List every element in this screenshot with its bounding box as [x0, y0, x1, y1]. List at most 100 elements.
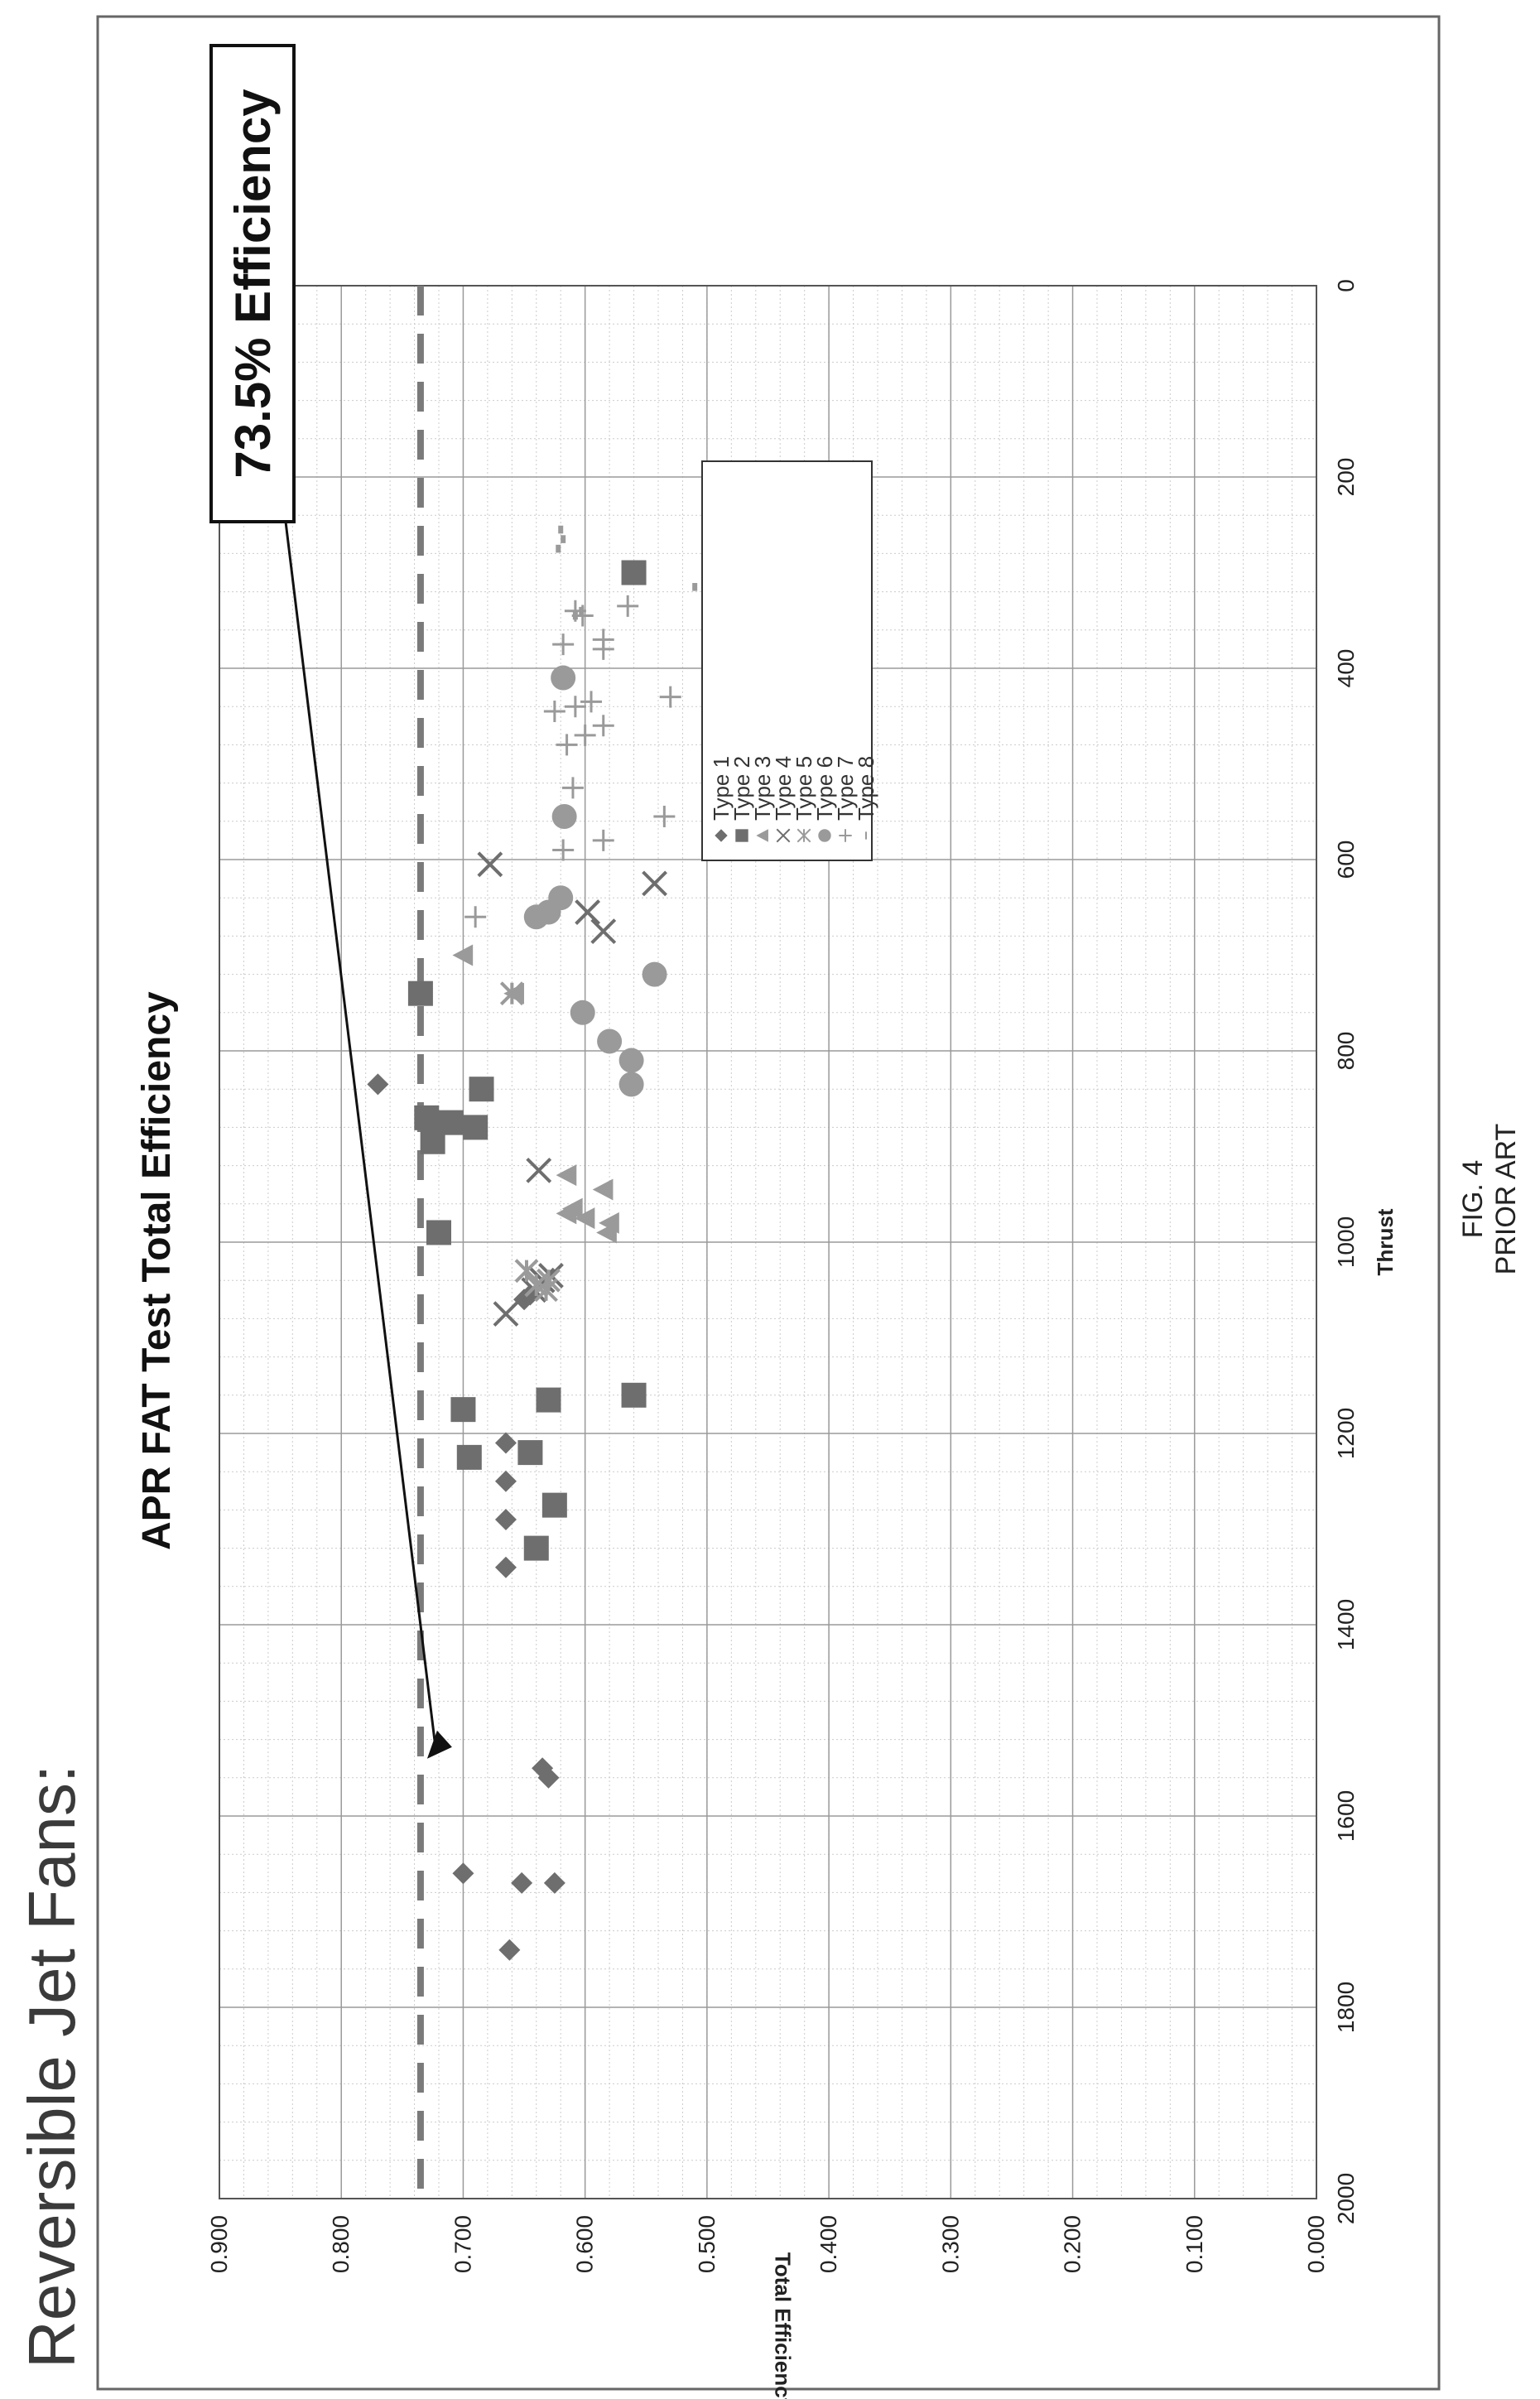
point-type-2 — [469, 1077, 494, 1102]
callout-arrowhead — [426, 1730, 452, 1759]
x-tick-label: 800 — [1333, 1032, 1359, 1071]
legend-marker-3 — [756, 829, 768, 842]
point-type-2 — [463, 1115, 488, 1140]
legend-label-6: Type 6 — [812, 756, 837, 821]
legend-label-3: Type 3 — [750, 756, 775, 821]
legend-marker-1 — [715, 829, 728, 842]
point-type-4 — [590, 918, 617, 945]
legend-label-5: Type 5 — [792, 756, 816, 821]
point-type-7 — [653, 806, 676, 828]
point-type-7 — [592, 829, 614, 851]
point-type-2 — [541, 1492, 567, 1518]
callout-arrow-line — [284, 521, 437, 1747]
point-type-7 — [592, 715, 614, 737]
x-tick-label: 1200 — [1333, 1408, 1359, 1459]
point-type-6 — [523, 904, 549, 930]
legend-label-8: Type 8 — [854, 756, 878, 821]
point-type-3 — [556, 1164, 577, 1187]
point-type-6 — [618, 1048, 644, 1073]
point-type-3 — [556, 1202, 577, 1225]
point-type-4 — [575, 899, 601, 925]
y-tick-label: 0.600 — [572, 2215, 598, 2273]
outer-border — [96, 15, 1441, 2391]
point-type-2 — [536, 1387, 561, 1413]
point-type-2 — [517, 1440, 543, 1466]
point-type-7 — [617, 595, 639, 617]
point-type-1 — [537, 1766, 560, 1789]
x-tick-label: 400 — [1333, 649, 1359, 688]
y-tick-label: 0.300 — [937, 2215, 963, 2273]
point-type-3 — [592, 1178, 614, 1201]
point-type-3 — [596, 1221, 617, 1244]
y-tick-label: 0.700 — [450, 2215, 475, 2273]
point-type-1 — [511, 1872, 533, 1894]
point-type-7 — [552, 839, 575, 861]
point-type-2 — [621, 1382, 647, 1408]
point-type-3 — [452, 944, 474, 966]
point-type-6 — [570, 1000, 595, 1025]
legend-label-4: Type 4 — [771, 756, 796, 821]
point-type-2 — [420, 1129, 445, 1154]
legend-marker-7 — [839, 829, 852, 842]
scatter-plot: 0 200 400 600 800 1000 1200 1400 1600 1800 20000.0… — [135, 44, 1398, 2399]
legend-marker-5 — [796, 828, 811, 843]
point-type-2 — [407, 980, 433, 1006]
point-type-7 — [556, 734, 578, 756]
callout-box — [209, 44, 296, 523]
point-type-4 — [477, 851, 503, 878]
point-type-4 — [493, 1301, 519, 1327]
callout-text: 73.5% Efficiency — [225, 89, 281, 479]
chart-title: APR FAT Test Total Efficiency — [135, 991, 179, 1550]
page-heading: Reversible Jet Fans: — [15, 1765, 89, 2368]
legend-marker-2 — [735, 829, 748, 842]
point-type-3 — [574, 1207, 595, 1230]
point-type-4 — [642, 870, 667, 897]
point-type-2 — [414, 1105, 440, 1130]
y-tick-label: 0.100 — [1181, 2215, 1207, 2273]
y-tick-label: 0.900 — [206, 2215, 232, 2273]
point-type-7 — [464, 906, 487, 928]
legend-label-1: Type 1 — [709, 756, 734, 821]
y-axis-title: Total Efficiency — [771, 2252, 796, 2399]
point-type-7 — [552, 633, 575, 656]
x-tick-label: 0 — [1333, 279, 1359, 292]
point-type-2 — [426, 1220, 451, 1245]
point-type-1 — [494, 1508, 517, 1530]
point-type-1 — [452, 1862, 474, 1885]
point-type-6 — [551, 804, 577, 830]
point-type-6 — [551, 665, 576, 691]
point-type-6 — [597, 1028, 623, 1054]
point-type-6 — [642, 961, 667, 987]
point-type-1 — [494, 1432, 517, 1454]
plot-frame — [219, 285, 1317, 2199]
y-tick-label: 0.200 — [1060, 2215, 1085, 2273]
legend-label-2: Type 2 — [729, 756, 754, 821]
y-tick-label: 0.500 — [694, 2215, 719, 2273]
legend-box — [701, 460, 873, 861]
x-tick-label: 2000 — [1333, 2173, 1359, 2224]
x-tick-label: 1600 — [1333, 1790, 1359, 1842]
point-type-4 — [521, 1277, 547, 1303]
point-type-7 — [561, 777, 584, 799]
point-type-5 — [499, 981, 524, 1006]
point-type-2 — [450, 1397, 476, 1423]
point-type-1 — [367, 1073, 389, 1096]
fig-sublabel: PRIOR ART — [1490, 1124, 1522, 1275]
x-axis-title: Thrust — [1373, 1208, 1398, 1275]
x-tick-label: 600 — [1333, 841, 1359, 879]
legend-label-7: Type 7 — [833, 756, 858, 821]
legend-marker-4 — [776, 828, 791, 843]
point-type-7 — [574, 724, 596, 746]
point-type-2 — [456, 1444, 482, 1470]
point-type-1 — [498, 1939, 521, 1961]
x-tick-label: 200 — [1333, 458, 1359, 497]
y-tick-label: 0.400 — [816, 2215, 841, 2273]
point-type-7 — [543, 700, 565, 722]
point-type-5 — [514, 1259, 539, 1284]
point-type-4 — [526, 1157, 552, 1183]
legend-marker-6 — [818, 829, 831, 842]
point-type-2 — [523, 1535, 549, 1561]
point-type-6 — [618, 1072, 644, 1097]
x-tick-label: 1400 — [1333, 1599, 1359, 1650]
